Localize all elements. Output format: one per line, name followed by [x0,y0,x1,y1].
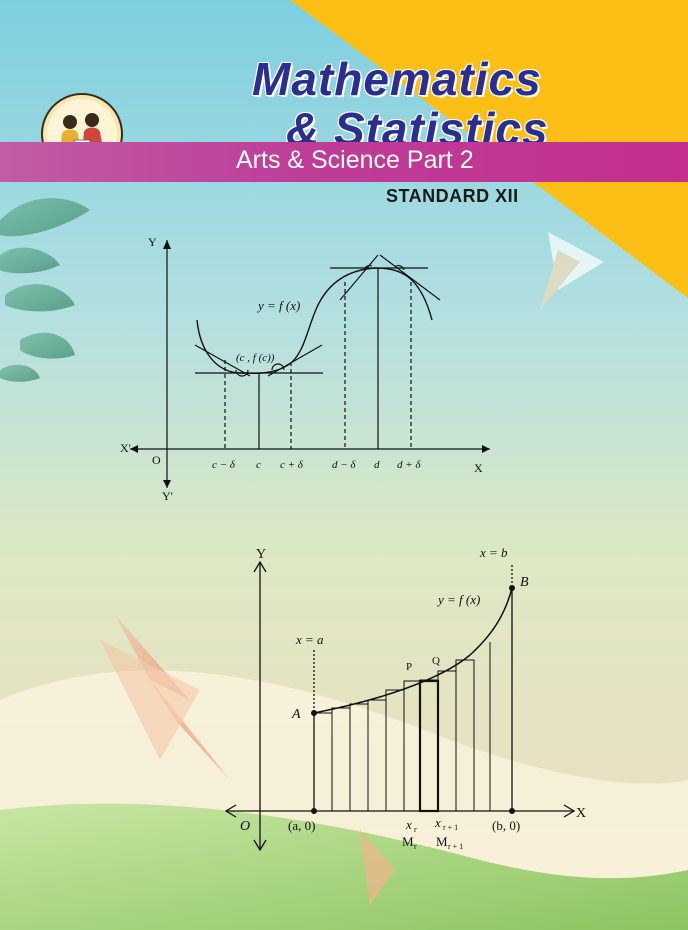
fig2-point-Q-label: Q [432,655,440,667]
fig2-point-B-label: B [520,575,529,590]
fig2-xr1-label: x [434,815,441,830]
fig1-origin-label: O [152,453,161,467]
fig1-curve-label: y = f (x) [256,298,300,313]
fig1-tick-d: d [374,459,380,471]
fig2-curve-label: y = f (x) [436,592,480,607]
fig1-tick-d-plus: d + δ [397,459,421,471]
fig2-Mr-sub: r [414,842,417,851]
fig2-xr-sub: r [414,825,417,834]
leaves-decoration [0,198,90,382]
fig2-x-label: X [576,806,586,821]
fig1-y-label: Y [148,235,157,249]
fig1-yneg-label: Y' [162,489,173,503]
subtitle-band [0,142,688,182]
fig2-a0-label: (a, 0) [288,818,315,833]
fig1-point-label: (c , f (c)) [236,352,275,364]
fig2-point-a [311,710,317,716]
standard-label: STANDARD XII [386,186,519,206]
fig1-curve [196,267,433,375]
fig2-y-label: Y [256,547,266,562]
fig2-line-a-label: x = a [295,632,324,647]
fig2-xr1-sub: r + 1 [443,823,458,832]
fig2-b0-label: (b, 0) [492,818,520,833]
fig2-Mr1-label: M [436,834,448,849]
fig1-tick-c-plus: c + δ [280,459,304,471]
paper-plane-decoration [100,232,604,905]
book-subtitle: Arts & Science Part 2 [236,146,474,174]
fig2-highlight-strip [418,679,440,813]
fig1-xneg-label: X' [120,441,131,455]
fig1-x-label: X [474,461,483,475]
fig1-tick-c: c [256,459,261,471]
fig2-Mr1-sub: r + 1 [448,842,463,851]
fig2-point-b [509,585,515,591]
fig2-xr-label: x [405,817,412,832]
fig2-line-b-label: x = b [479,545,508,560]
fig1-tick-d-minus: d − δ [332,459,356,471]
book-title-line1: Mathematics [252,53,542,105]
fig2-curve [313,587,513,714]
fig2-Mr-label: M [402,834,414,849]
fig2-point-A-label: A [291,707,301,722]
fig1-tick-c-minus: c − δ [212,459,236,471]
fig2-origin-label: O [240,819,250,834]
fig2-point-P-label: P [406,661,412,673]
green-wave [0,803,688,930]
